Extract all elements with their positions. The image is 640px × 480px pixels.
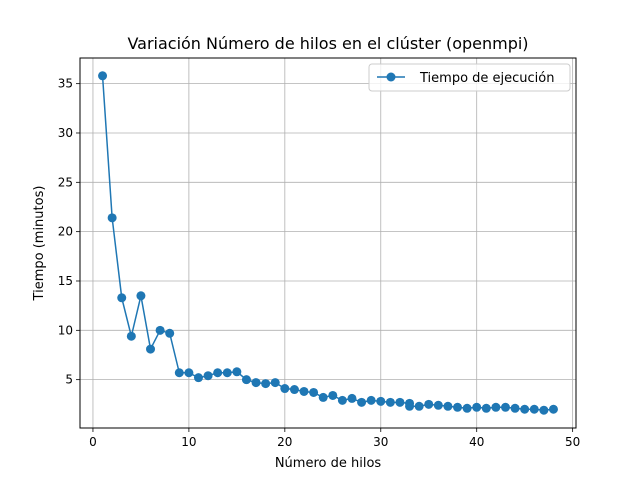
data-point xyxy=(117,293,127,303)
data-point xyxy=(453,402,463,412)
series-layer xyxy=(98,71,558,415)
data-point xyxy=(443,401,453,411)
data-point xyxy=(472,402,482,412)
data-point xyxy=(520,404,530,414)
data-point xyxy=(395,397,405,407)
data-point xyxy=(107,213,117,223)
data-point xyxy=(357,397,367,407)
data-point xyxy=(203,371,213,381)
data-point xyxy=(510,403,520,413)
data-point xyxy=(309,387,319,397)
data-point xyxy=(155,325,165,335)
data-point xyxy=(136,291,146,301)
y-axis-label: Tiempo (minutos) xyxy=(32,186,47,302)
y-tick-label: 30 xyxy=(58,126,73,140)
legend-box xyxy=(368,63,571,92)
data-point xyxy=(414,401,424,411)
x-tick-label: 10 xyxy=(181,435,196,449)
data-point xyxy=(146,344,156,354)
x-axis-label: Número de hilos xyxy=(275,456,382,471)
data-point xyxy=(529,404,539,414)
y-tick-label: 20 xyxy=(58,225,73,239)
y-tick-label: 25 xyxy=(58,175,73,189)
legend: Tiempo de ejecución xyxy=(368,63,571,92)
y-tick-label: 35 xyxy=(58,77,73,91)
data-point xyxy=(193,373,203,383)
data-point xyxy=(539,405,549,415)
data-point xyxy=(280,384,290,394)
data-point xyxy=(481,403,491,413)
ticks: 0 10 20 30 40 50 5 10 15 20 25 30 35 xyxy=(58,77,581,449)
data-point xyxy=(328,390,338,400)
data-point xyxy=(222,368,232,378)
data-point xyxy=(366,395,376,405)
plot-frame xyxy=(79,57,577,429)
x-tick-label: 50 xyxy=(565,435,580,449)
data-point xyxy=(251,378,261,388)
data-point xyxy=(385,397,395,407)
x-tick-label: 30 xyxy=(373,435,388,449)
data-point xyxy=(548,404,558,414)
legend-marker-swatch xyxy=(386,72,396,82)
data-point xyxy=(261,379,271,389)
x-tick-label: 20 xyxy=(277,435,292,449)
data-point xyxy=(174,368,184,378)
data-point xyxy=(213,368,223,378)
data-point xyxy=(405,401,415,411)
data-point xyxy=(241,375,251,385)
data-point xyxy=(126,331,136,341)
data-point xyxy=(232,367,242,377)
x-tick-label: 0 xyxy=(89,435,97,449)
data-point xyxy=(318,392,328,402)
data-point xyxy=(165,328,175,338)
data-point xyxy=(347,393,357,403)
legend-label: Tiempo de ejecución xyxy=(419,71,554,86)
data-point xyxy=(270,378,280,388)
data-point xyxy=(462,403,472,413)
data-point xyxy=(433,400,443,410)
data-point xyxy=(500,402,510,412)
data-point xyxy=(299,386,309,396)
y-tick-label: 5 xyxy=(65,373,73,387)
y-tick-label: 10 xyxy=(58,323,73,337)
data-point xyxy=(337,395,347,405)
data-point xyxy=(289,385,299,395)
data-point xyxy=(491,402,501,412)
chart-title: Variación Número de hilos en el clúster … xyxy=(127,34,528,53)
data-point xyxy=(184,368,194,378)
x-tick-label: 40 xyxy=(469,435,484,449)
y-tick-label: 15 xyxy=(58,274,73,288)
data-point xyxy=(424,399,434,409)
data-point xyxy=(376,396,386,406)
data-point xyxy=(98,71,108,81)
